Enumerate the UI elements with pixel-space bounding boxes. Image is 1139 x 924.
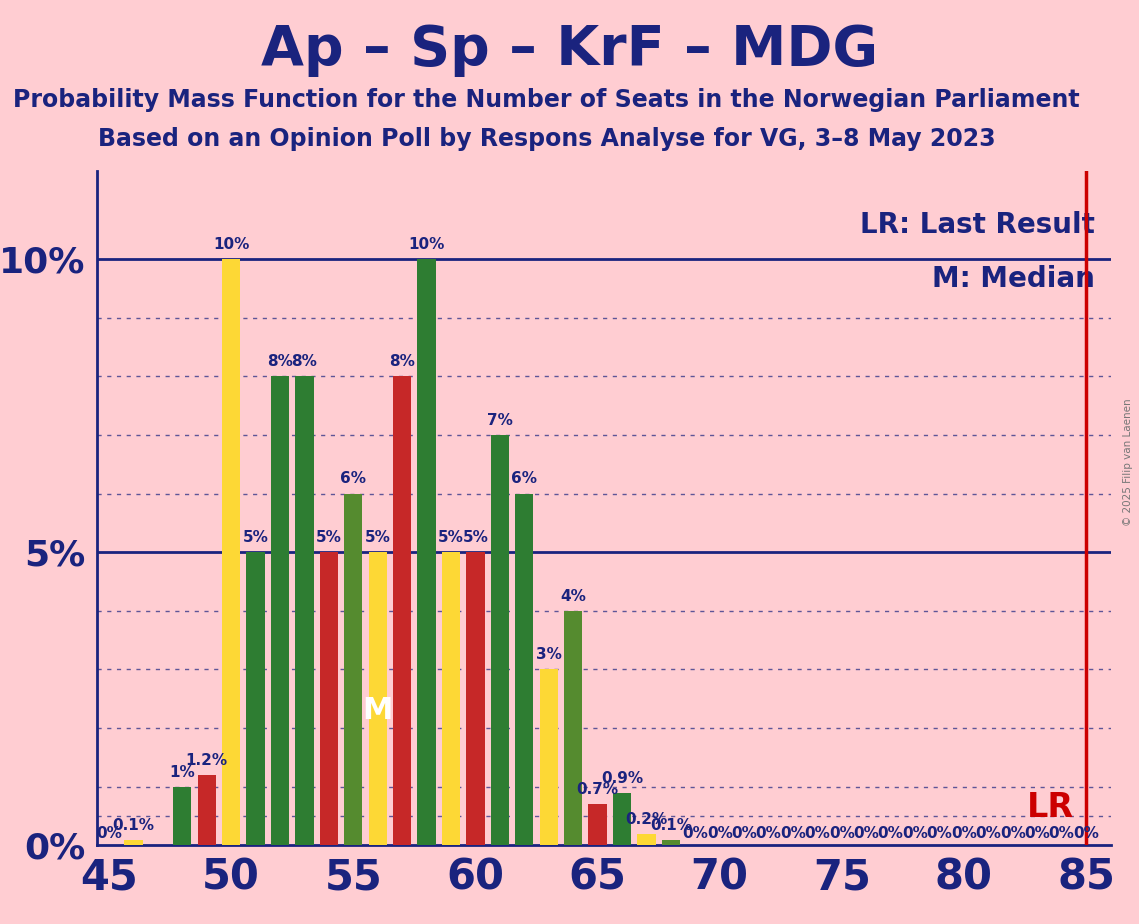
Bar [466,553,484,845]
Text: 0%: 0% [780,826,806,841]
Bar [344,493,362,845]
Bar [197,775,216,845]
Text: 0%: 0% [951,826,977,841]
Bar [417,259,436,845]
Text: 0%: 0% [1024,826,1050,841]
Bar [442,553,460,845]
Text: 1%: 1% [170,765,195,780]
Text: 8%: 8% [267,354,293,370]
Bar [613,793,631,845]
Text: 0%: 0% [1073,826,1099,841]
Bar [124,840,142,845]
Text: Based on an Opinion Poll by Respons Analyse for VG, 3–8 May 2023: Based on an Opinion Poll by Respons Anal… [98,127,995,151]
Text: 6%: 6% [511,471,538,487]
Text: 0%: 0% [1000,826,1026,841]
Text: 0.7%: 0.7% [576,783,618,797]
Bar [320,553,338,845]
Bar [271,376,289,845]
Text: 0%: 0% [1049,826,1074,841]
Text: 6%: 6% [341,471,367,487]
Text: LR: Last Result: LR: Last Result [860,212,1096,239]
Text: 5%: 5% [364,530,391,545]
Text: 0%: 0% [682,826,708,841]
Text: M: M [362,696,393,725]
Text: 0%: 0% [96,826,122,841]
Text: Ap – Sp – KrF – MDG: Ap – Sp – KrF – MDG [261,23,878,77]
Text: 0%: 0% [975,826,1001,841]
Text: 0%: 0% [804,826,830,841]
Text: Probability Mass Function for the Number of Seats in the Norwegian Parliament: Probability Mass Function for the Number… [14,88,1080,112]
Text: 10%: 10% [409,237,444,252]
Text: 0%: 0% [731,826,757,841]
Text: 4%: 4% [560,589,587,603]
Text: 5%: 5% [439,530,464,545]
Bar [637,833,656,845]
Text: 0.2%: 0.2% [625,811,667,827]
Text: 0%: 0% [878,826,903,841]
Bar [564,611,582,845]
Text: 0%: 0% [902,826,928,841]
Bar [662,840,680,845]
Bar [222,259,240,845]
Text: 0.1%: 0.1% [113,818,155,833]
Text: 10%: 10% [213,237,249,252]
Text: 0%: 0% [853,826,879,841]
Text: 1.2%: 1.2% [186,753,228,768]
Text: 8%: 8% [390,354,415,370]
Text: 0%: 0% [927,826,952,841]
Text: LR: LR [1026,791,1074,824]
Text: 7%: 7% [486,413,513,428]
Bar [246,553,264,845]
Bar [491,435,509,845]
Text: 3%: 3% [535,648,562,663]
Bar [173,787,191,845]
Text: 5%: 5% [243,530,269,545]
Bar [369,553,387,845]
Text: 8%: 8% [292,354,318,370]
Bar [393,376,411,845]
Bar [540,670,558,845]
Bar [515,493,533,845]
Text: 5%: 5% [316,530,342,545]
Text: 5%: 5% [462,530,489,545]
Text: © 2025 Filip van Laenen: © 2025 Filip van Laenen [1123,398,1132,526]
Text: 0.1%: 0.1% [650,818,691,833]
Text: 0%: 0% [829,826,854,841]
Text: M: Median: M: Median [933,265,1096,294]
Bar [295,376,313,845]
Text: 0.9%: 0.9% [601,771,644,785]
Text: 0%: 0% [707,826,732,841]
Bar [589,805,607,845]
Text: 0%: 0% [755,826,781,841]
